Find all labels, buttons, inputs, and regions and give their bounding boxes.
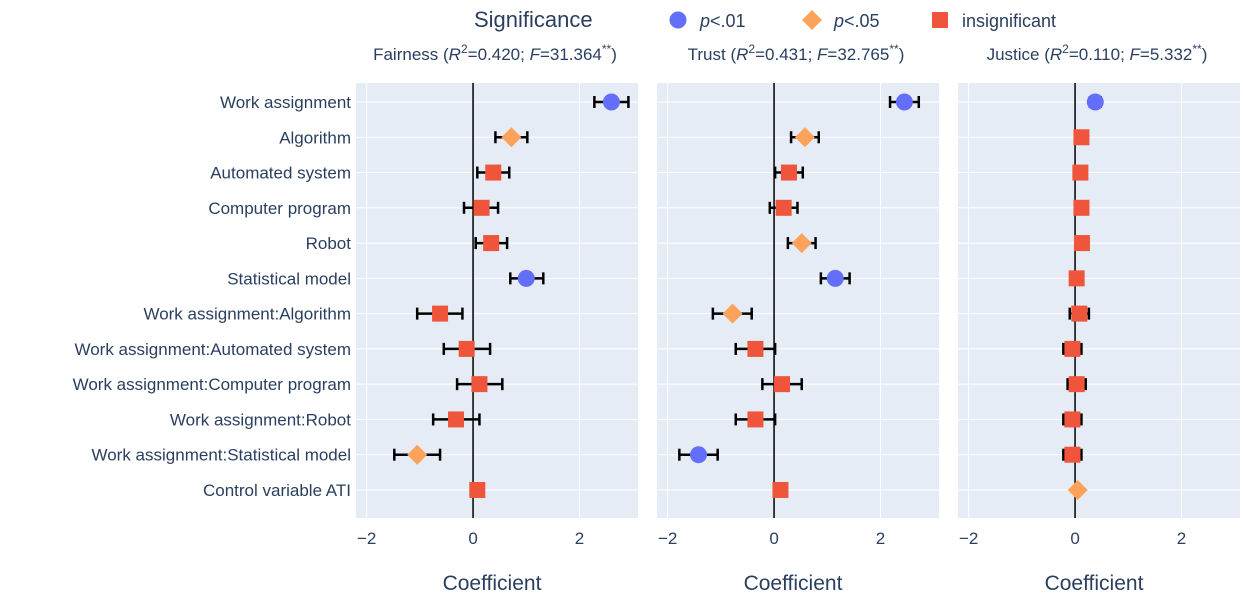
row-labels: Work assignment Algorithm Automated system… [73, 93, 352, 500]
legend-marker-ins [932, 12, 948, 28]
x-axis-label: Coefficient [443, 572, 542, 595]
panel-justice: Justice (R2=0.110; F=5.332**) −2 0 2 Coeffic… [958, 42, 1240, 595]
panel-title: Trust (R2=0.431; F=32.765**) [688, 42, 905, 64]
data-point [1073, 199, 1090, 216]
x-tick-label: −2 [658, 529, 677, 548]
data-point [722, 303, 743, 324]
data-point [448, 411, 465, 428]
data-point [471, 376, 488, 393]
x-tick-label: 0 [1070, 529, 1079, 548]
panel-title: Justice (R2=0.110; F=5.332**) [987, 42, 1208, 64]
data-point [1064, 411, 1081, 428]
row-label: Computer program [208, 199, 351, 218]
legend-item-p01: p<.01 [669, 11, 746, 31]
data-point [1086, 93, 1104, 111]
data-point [780, 164, 797, 181]
data-point [407, 444, 428, 465]
data-point [432, 305, 449, 322]
panel-title: Fairness (R2=0.420; F=31.364**) [373, 42, 617, 64]
data-point [1072, 164, 1089, 181]
data-point [747, 340, 764, 357]
data-point [1064, 340, 1081, 357]
x-tick-label: 2 [575, 529, 584, 548]
legend-label-p01: p<.01 [699, 11, 746, 31]
row-label: Control variable ATI [203, 481, 351, 500]
panel-trust: Trust (R2=0.431; F=32.765**) −2 0 2 Coeffici… [657, 42, 939, 595]
row-label: Algorithm [279, 128, 351, 147]
legend: Significance p<.01 p<.05 insignificant [474, 7, 1056, 32]
data-point [895, 93, 913, 111]
x-tick-label: 2 [1177, 529, 1186, 548]
row-label: Work assignment:Computer program [73, 375, 351, 394]
data-point [473, 199, 490, 216]
data-point [1073, 129, 1090, 146]
x-tick-label: −2 [959, 529, 978, 548]
data-point [1073, 235, 1090, 252]
x-axis-label: Coefficient [1045, 572, 1144, 595]
legend-item-ins: insignificant [932, 11, 1056, 31]
data-point [772, 481, 789, 498]
legend-marker-p05 [802, 10, 822, 30]
x-tick-label: 0 [468, 529, 477, 548]
plot-background [356, 83, 638, 518]
x-tick-label: 2 [876, 529, 885, 548]
panel-fairness: Fairness (R2=0.420; F=31.364**) −2 0 2 Coeff… [356, 42, 638, 595]
data-point [690, 446, 708, 464]
plot-background [958, 83, 1240, 518]
plot-background [657, 83, 939, 518]
data-point [1068, 376, 1085, 393]
data-point [794, 127, 815, 148]
row-label: Automated system [210, 164, 351, 183]
data-point [774, 376, 791, 393]
x-tick-label: −2 [357, 529, 376, 548]
data-point [1067, 479, 1088, 500]
legend-marker-p01 [669, 11, 687, 29]
data-point [826, 269, 844, 287]
data-point [1064, 446, 1081, 463]
row-label: Statistical model [227, 269, 351, 288]
legend-item-p05: p<.05 [802, 10, 880, 31]
data-point [469, 481, 486, 498]
legend-title: Significance [474, 7, 593, 32]
row-label: Work assignment:Statistical model [91, 446, 351, 465]
row-label: Work assignment:Algorithm [143, 305, 351, 324]
data-point [485, 164, 502, 181]
data-point [747, 411, 764, 428]
x-tick-label: 0 [769, 529, 778, 548]
data-point [1071, 305, 1088, 322]
row-label: Work assignment:Robot [170, 410, 351, 429]
data-point [517, 269, 535, 287]
panels: Fairness (R2=0.420; F=31.364**) −2 0 2 Coeff… [356, 42, 1240, 595]
data-point [602, 93, 620, 111]
row-label: Work assignment:Automated system [74, 340, 351, 359]
data-point [775, 199, 792, 216]
data-point [501, 127, 522, 148]
data-point [483, 235, 500, 252]
row-label: Work assignment [220, 93, 351, 112]
data-point [458, 340, 475, 357]
data-point [1068, 270, 1085, 287]
legend-label-ins: insignificant [962, 11, 1056, 31]
legend-label-p05: p<.05 [833, 11, 880, 31]
row-label: Robot [306, 234, 352, 253]
data-point [791, 233, 812, 254]
x-axis-label: Coefficient [744, 572, 843, 595]
